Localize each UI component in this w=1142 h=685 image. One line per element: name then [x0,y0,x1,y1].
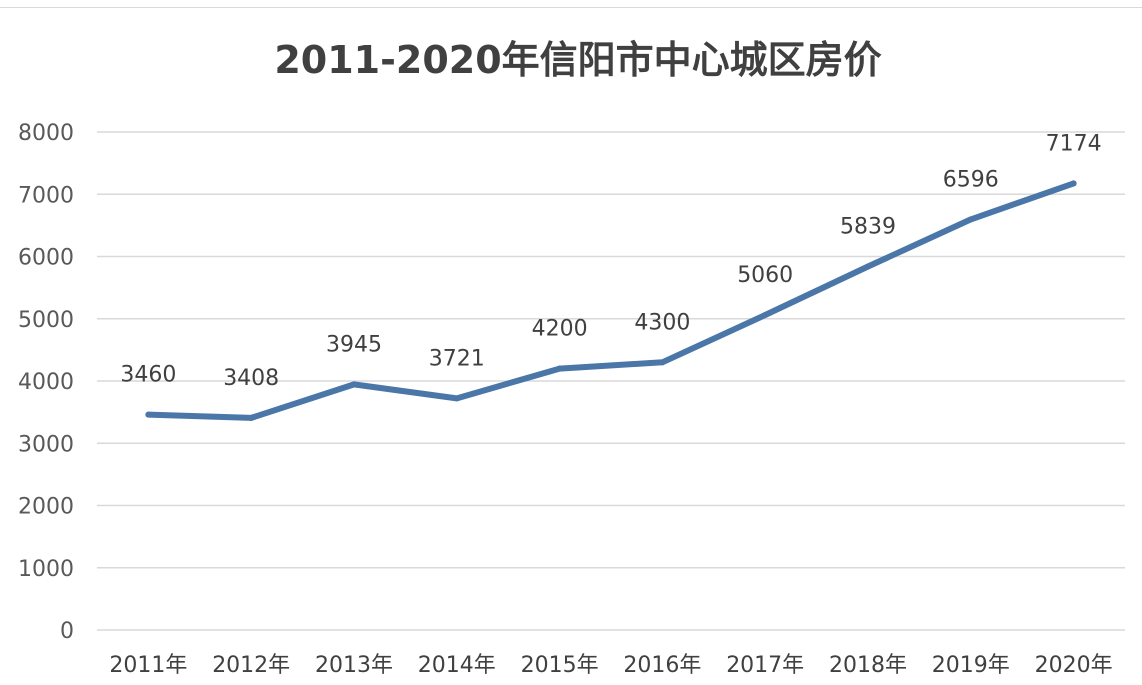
data-label: 4200 [532,317,588,342]
data-point [967,216,974,223]
x-tick-label: 2020年 [1035,653,1113,678]
data-label: 7174 [1046,131,1102,156]
gridlines [97,131,1125,631]
y-axis-tick-labels: 0 1000 2000 3000 4000 5000 6000 7000 8000 [18,121,74,644]
x-tick-label: 2018年 [829,653,907,678]
data-label: 3408 [223,366,279,391]
x-tick-label: 2014年 [418,653,496,678]
x-tick-label: 2013年 [315,653,393,678]
data-label: 3721 [429,346,485,371]
data-point [248,414,255,421]
y-tick-label: 6000 [18,246,74,271]
data-point [556,365,563,372]
data-label: 3945 [326,332,382,357]
x-tick-label: 2012年 [212,653,290,678]
y-tick-label: 8000 [18,121,74,146]
data-label: 6596 [943,167,999,192]
data-point [762,312,769,319]
data-point [1070,180,1077,187]
x-tick-label: 2019年 [932,653,1010,678]
y-tick-label: 5000 [18,308,74,333]
data-point [351,381,357,388]
data-point [145,411,152,418]
data-point [453,395,460,402]
y-tick-label: 3000 [18,432,74,457]
data-label: 5060 [737,263,793,288]
series-line [145,180,1077,421]
data-label: 3460 [120,363,176,388]
y-tick-label: 0 [60,619,74,644]
data-point [865,263,871,270]
data-labels: 3460 3408 3945 3721 4200 4300 5060 5839 6596 7174 [120,131,1101,390]
data-label: 4300 [634,310,690,335]
data-label: 5839 [840,215,896,240]
x-tick-label: 2017年 [726,653,804,678]
x-tick-label: 2015年 [521,653,599,678]
x-tick-label: 2011年 [109,653,187,678]
y-tick-label: 1000 [18,557,74,582]
y-tick-label: 2000 [18,495,74,520]
y-tick-label: 7000 [18,183,74,208]
top-divider [0,7,1142,8]
data-point [659,359,666,366]
chart-title: 2011-2020年信阳市中心城区房价 [274,38,881,82]
series-lines [145,180,1077,421]
x-axis-tick-labels: 2011年 2012年 2013年 2014年 2015年 2016年 2017年 2018年… [109,653,1112,678]
y-tick-label: 4000 [18,370,74,395]
x-tick-label: 2016年 [623,653,701,678]
